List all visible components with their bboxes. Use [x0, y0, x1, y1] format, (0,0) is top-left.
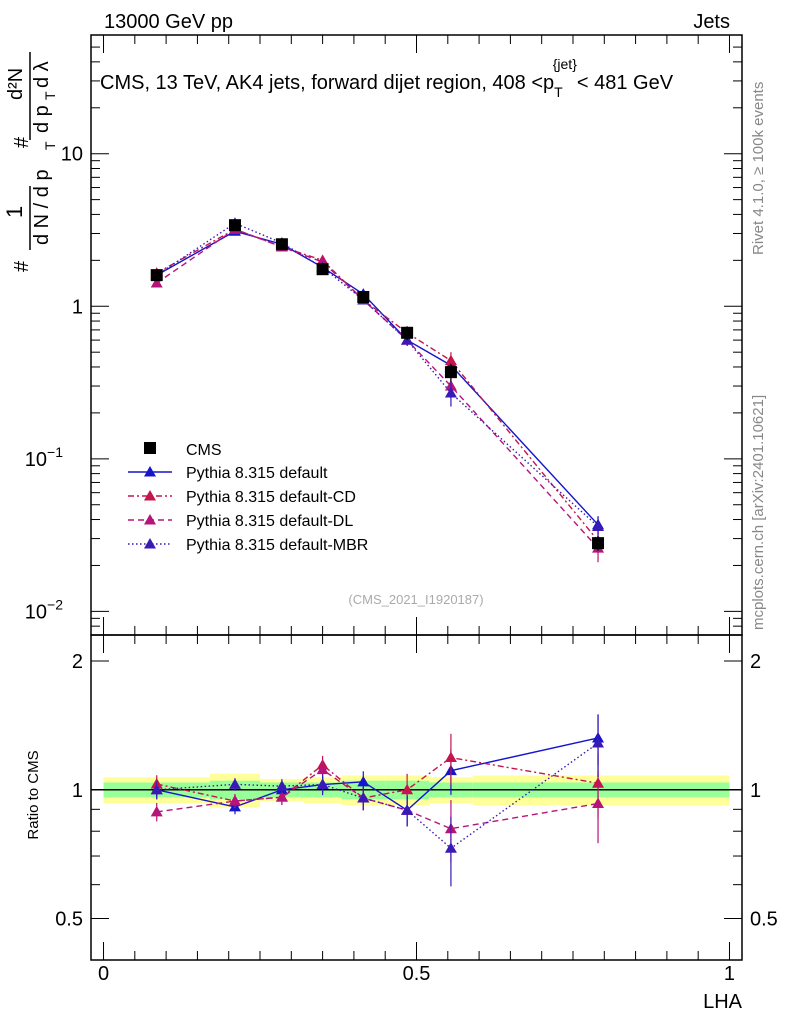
axes: 10−2 10−1 1 10 0.5 0.5 1 1 2 2 0 0.5 1 — [25, 34, 778, 985]
category-label: Jets — [693, 11, 730, 33]
legend-label-data: CMS — [186, 442, 222, 459]
y-axis-label: # 1 d N / d p T # d²N d p T d λ — [2, 52, 58, 272]
ratio-point — [316, 763, 329, 775]
data-point — [275, 238, 288, 251]
ylabel-dlam: d λ — [31, 61, 53, 88]
legend-marker-data — [144, 442, 156, 454]
ratio-tick-label-right: 0.5 — [750, 909, 778, 931]
analysis-watermark: (CMS_2021_I1920187) — [348, 592, 483, 607]
y-tick-label: 10−1 — [25, 444, 63, 471]
ratio-tick-label-right: 2 — [750, 651, 761, 673]
ratio-point — [275, 780, 288, 791]
ratio-point — [150, 805, 163, 817]
title-sup: {jet} — [553, 56, 577, 72]
legend-label: Pythia 8.315 default-DL — [186, 513, 353, 530]
ylabel-hash2: # — [11, 136, 33, 148]
title-main: CMS, 13 TeV, AK4 jets, forward dijet reg… — [100, 72, 554, 94]
ratio-series-line-0 — [156, 737, 599, 812]
ratio-point — [228, 778, 241, 789]
y-tick-label: 10 — [61, 144, 83, 166]
ratio-tick-label: 2 — [72, 651, 83, 673]
legend: CMS Pythia 8.315 default Pythia 8.315 defa… — [128, 442, 368, 554]
ratio-point — [401, 804, 414, 815]
legend-marker — [144, 466, 156, 477]
ratio-point — [228, 795, 241, 806]
series-line-3 — [156, 222, 599, 528]
ylabel-one: 1 — [2, 206, 27, 218]
ratio-point — [401, 783, 414, 795]
ratio-point — [444, 751, 457, 763]
series-line-2 — [156, 228, 599, 549]
series-point — [150, 277, 163, 288]
y-tick-label: 1 — [72, 296, 83, 318]
ratio-point — [592, 797, 605, 809]
legend-label: Pythia 8.315 default-CD — [186, 489, 356, 506]
data-point — [357, 291, 370, 304]
series-point — [444, 387, 457, 398]
data-point — [592, 537, 605, 550]
ratio-tick-label-right: 1 — [750, 780, 761, 802]
ratio-axis-label: Ratio to CMS — [25, 750, 42, 839]
legend-marker — [144, 538, 156, 549]
ylabel-dp-sub: T — [42, 91, 58, 100]
ratio-point — [592, 737, 605, 748]
ylabel-hash1: # — [11, 260, 33, 272]
x-tick-label: 0.5 — [403, 963, 431, 985]
chart-title: CMS, 13 TeV, AK4 jets, forward dijet reg… — [100, 56, 674, 100]
energy-label: 13000 GeV pp — [104, 11, 233, 33]
legend-label: Pythia 8.315 default — [186, 465, 328, 482]
ratio-tick-label: 1 — [72, 780, 83, 802]
ratio-series-line-2 — [156, 768, 599, 830]
legend-marker — [144, 490, 156, 501]
rivet-label: Rivet 4.1.0, ≥ 100k events — [750, 82, 767, 255]
ylabel-dN-sub: T — [42, 141, 58, 150]
ylabel-dp: d p — [31, 105, 53, 133]
ratio-point — [275, 791, 288, 802]
legend-label: Pythia 8.315 default-MBR — [186, 537, 368, 554]
data-point — [228, 219, 241, 232]
mcplots-label: mcplots.cern.ch [arXiv:2401.10621] — [750, 395, 767, 630]
ratio-series-line-1 — [156, 756, 599, 802]
ratio-point — [357, 775, 370, 787]
ratio-point — [357, 792, 370, 803]
y-tick-label: 10−2 — [25, 596, 63, 623]
main-plot-marks — [150, 217, 605, 563]
ylabel-d2N: d²N — [5, 68, 27, 100]
ratio-point — [316, 778, 329, 790]
ratio-point — [150, 783, 163, 795]
title-tail: < 481 GeV — [577, 72, 674, 94]
title-sub: T — [554, 84, 563, 100]
x-axis-label: LHA — [703, 991, 743, 1013]
ratio-tick-label: 0.5 — [55, 909, 83, 931]
data-point — [444, 366, 457, 379]
ylabel-dN: d N / d p — [31, 169, 53, 245]
series-point — [444, 354, 457, 366]
x-tick-label: 1 — [724, 963, 735, 985]
legend-marker — [144, 514, 156, 525]
data-point — [401, 326, 414, 339]
data-point — [150, 269, 163, 282]
data-point — [316, 263, 329, 276]
series-point — [592, 520, 605, 532]
x-tick-label: 0 — [98, 963, 109, 985]
ratio-plot-marks — [150, 714, 605, 887]
ratio-point — [444, 842, 457, 853]
